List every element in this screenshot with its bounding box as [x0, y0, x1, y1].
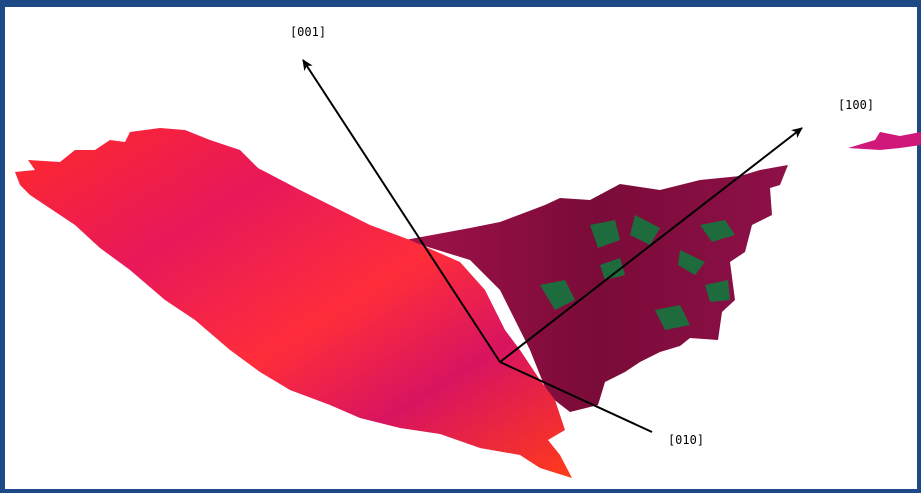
axis-label: [010] [668, 433, 704, 447]
axis-label: [001] [290, 25, 326, 39]
viewer: [001] [100] [010] [0, 0, 921, 493]
page: [001] [100] [010] (() => { const data = … [0, 0, 921, 493]
axis-label: [100] [838, 98, 874, 112]
